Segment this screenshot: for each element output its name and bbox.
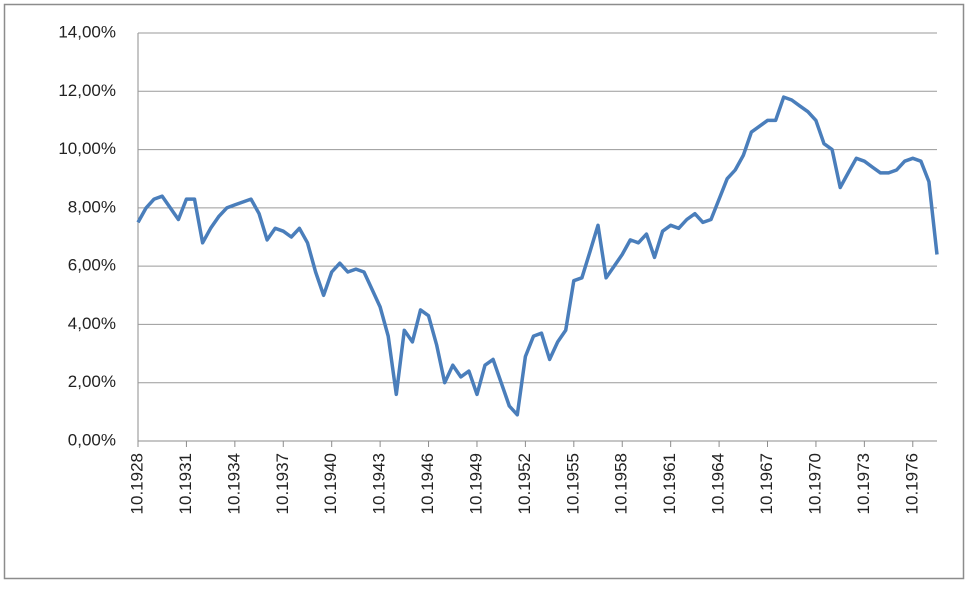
y-tick-label: 0,00% bbox=[68, 430, 116, 449]
y-tick-label: 8,00% bbox=[68, 197, 116, 216]
x-tick-label: 10.1928 bbox=[127, 453, 146, 514]
x-tick-label: 10.1946 bbox=[418, 453, 437, 514]
y-tick-label: 6,00% bbox=[68, 256, 116, 275]
x-tick-label: 10.1937 bbox=[273, 453, 292, 514]
x-tick-label: 10.1952 bbox=[515, 453, 534, 514]
y-tick-label: 10,00% bbox=[58, 139, 116, 158]
y-tick-label: 12,00% bbox=[58, 81, 116, 100]
x-tick-label: 10.1976 bbox=[902, 453, 921, 514]
x-tick-label: 10.1934 bbox=[224, 453, 243, 514]
x-tick-label: 10.1973 bbox=[854, 453, 873, 514]
y-tick-label: 4,00% bbox=[68, 314, 116, 333]
data-line bbox=[136, 95, 939, 417]
x-tick-label: 10.1967 bbox=[757, 453, 776, 514]
x-tick-label: 10.1964 bbox=[709, 453, 728, 514]
chart-frame bbox=[3, 3, 965, 580]
x-tick-label: 10.1943 bbox=[370, 453, 389, 514]
x-tick-label: 10.1931 bbox=[176, 453, 195, 514]
x-tick-label: 10.1970 bbox=[805, 453, 824, 514]
x-tick-label: 10.1955 bbox=[563, 453, 582, 514]
y-tick-label: 14,00% bbox=[58, 22, 116, 41]
x-tick-label: 10.1961 bbox=[660, 453, 679, 514]
x-tick-label: 10.1949 bbox=[466, 453, 485, 514]
x-tick-label: 10.1940 bbox=[321, 453, 340, 514]
y-tick-label: 2,00% bbox=[68, 372, 116, 391]
x-tick-label: 10.1958 bbox=[612, 453, 631, 514]
